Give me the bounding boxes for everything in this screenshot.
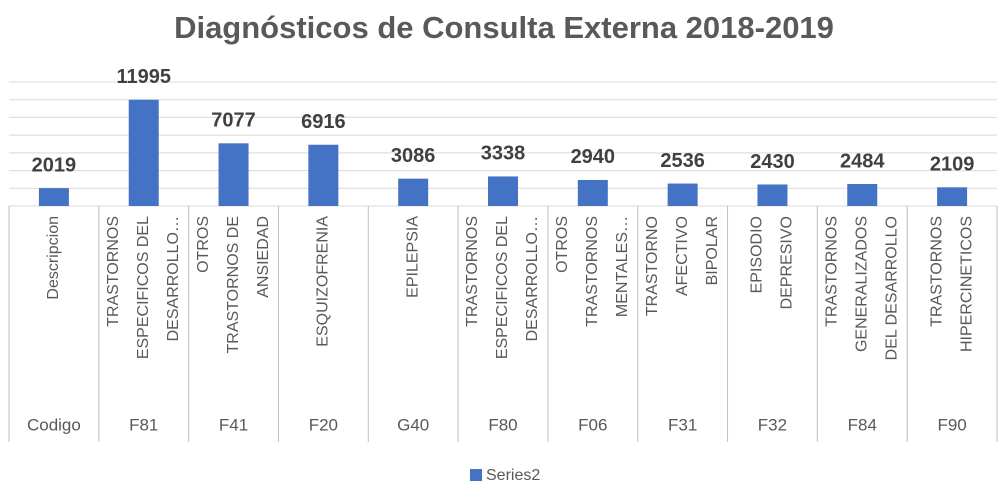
category-description: TRASTORNOS: [823, 216, 840, 327]
bar: [218, 143, 249, 206]
category-description: TRASTORNOS: [464, 216, 481, 327]
category-description: MENTALES…: [614, 216, 631, 317]
category-description: TRASTORNOS: [105, 216, 122, 327]
category-description: DESARROLLO…: [165, 216, 182, 341]
category-description: DEL DESARROLLO: [883, 216, 900, 360]
category-description: ESPECIFICOS DEL: [135, 216, 152, 359]
data-label: 7077: [211, 110, 256, 132]
category-description: DEPRESIVO: [779, 216, 796, 309]
bar: [38, 188, 69, 206]
category-description: TRASTORNOS DE: [225, 216, 242, 354]
data-label: 3086: [391, 145, 436, 167]
x-tick-label: F84: [848, 415, 877, 434]
category-description: TRASTORNOS: [928, 216, 945, 327]
data-label: 2109: [930, 154, 975, 176]
category-description: DESARROLLO…: [524, 216, 541, 341]
category-description: AFECTIVO: [674, 216, 691, 296]
bar: [937, 187, 968, 206]
legend-swatch: [470, 469, 482, 481]
x-tick-label: F41: [219, 415, 248, 434]
bar: [398, 178, 429, 206]
x-tick-label: F20: [309, 415, 338, 434]
data-label: 2019: [32, 154, 77, 176]
x-tick-label: F31: [668, 415, 697, 434]
bar: [308, 144, 339, 206]
bar: [847, 183, 878, 206]
category-description: OTROS: [195, 216, 212, 273]
category-description: OTROS: [554, 216, 571, 273]
bar: [757, 184, 788, 206]
data-label: 2430: [750, 151, 795, 173]
legend-label: Series2: [486, 467, 540, 484]
x-tick-label: F06: [578, 415, 607, 434]
bar: [667, 183, 698, 206]
x-tick-label: G40: [397, 415, 429, 434]
category-description: EPISODIO: [749, 216, 766, 293]
bar: [488, 176, 518, 206]
category-description: TRASTORNO: [644, 216, 661, 316]
category-description: Descripcion: [45, 216, 62, 300]
data-label: 3338: [481, 143, 526, 165]
data-label: 2536: [660, 150, 705, 172]
data-label: 2484: [840, 150, 885, 172]
data-label: 11995: [116, 66, 171, 88]
x-tick-label: F32: [758, 415, 787, 434]
x-tick-label: F90: [937, 415, 966, 434]
chart-title: Diagnósticos de Consulta Externa 2018-20…: [174, 10, 834, 45]
category-description: TRASTORNOS: [584, 216, 601, 327]
data-label: 2940: [571, 146, 616, 168]
category-description: ESPECIFICOS DEL: [494, 216, 511, 359]
category-description: ESQUIZOFRENIA: [315, 216, 332, 347]
x-tick-label: F81: [129, 415, 158, 434]
category-description: EPILEPSIA: [404, 216, 421, 298]
category-description: BIPOLAR: [704, 216, 721, 285]
bar: [577, 179, 608, 206]
category-description: GENERALIZADOS: [853, 216, 870, 352]
category-description: HIPERCINETICOS: [958, 216, 975, 352]
bar: [128, 99, 159, 206]
category-description: ANSIEDAD: [255, 216, 272, 298]
x-tick-label: Codigo: [27, 415, 81, 434]
x-tick-label: F80: [488, 415, 517, 434]
data-label: 6916: [301, 111, 346, 133]
